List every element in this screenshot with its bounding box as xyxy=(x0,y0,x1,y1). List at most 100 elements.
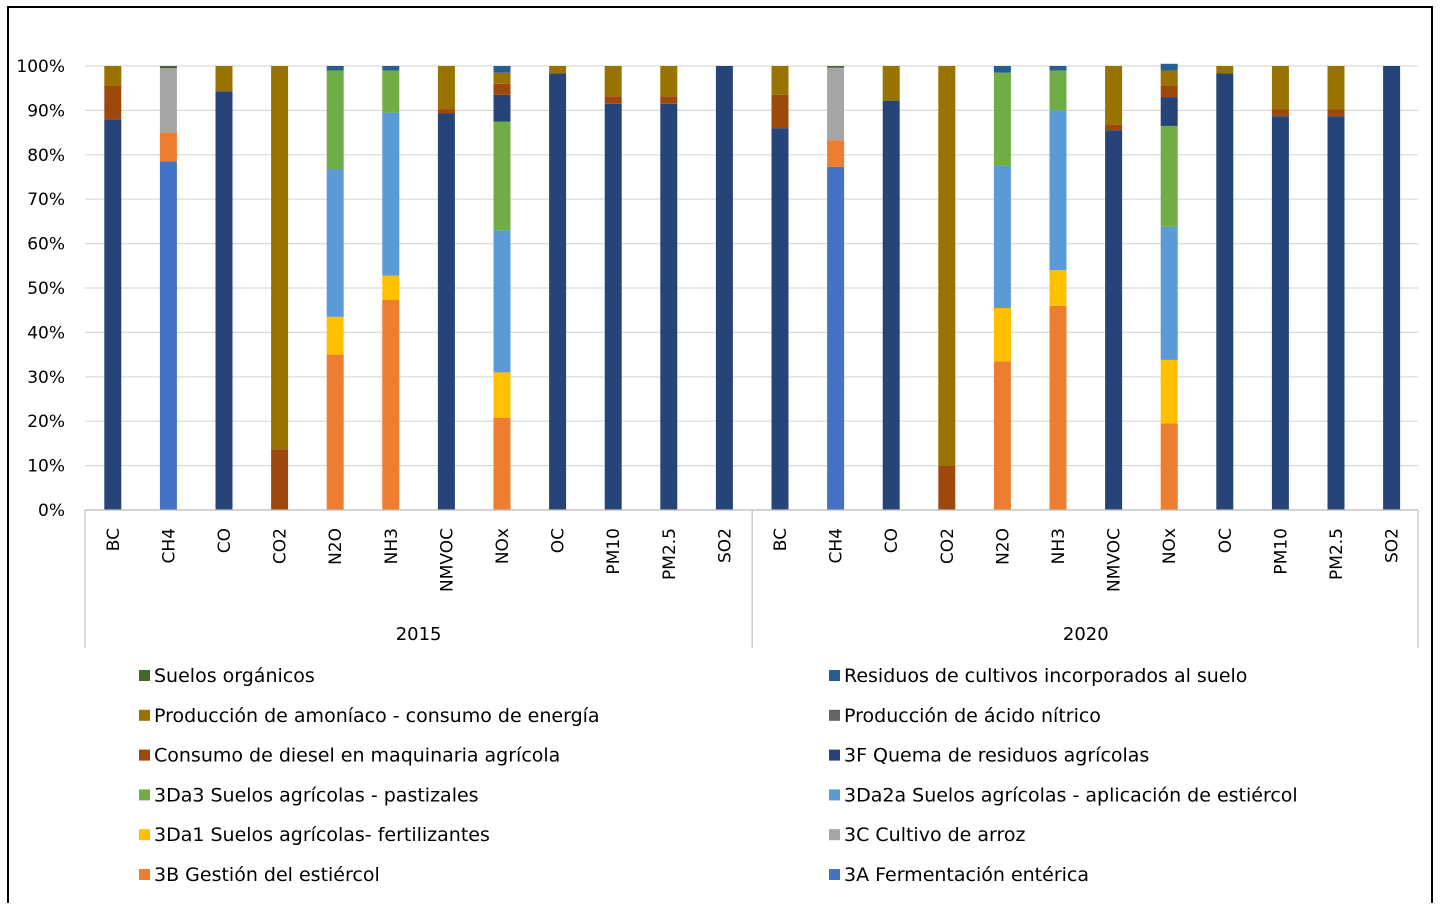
bar-segment-ch4-2020 xyxy=(827,66,845,68)
stacked-bar-chart: 0% 10% 20% 30% 40% 50% 60% 70% 80% 90% 100% BC CH4 CO… xyxy=(16,57,1419,886)
bar-segment-nox-2015 xyxy=(493,83,511,95)
x-category-label: PM2.5 xyxy=(1327,528,1347,580)
legend-label: 3Da3 Suelos agrícolas - pastizales xyxy=(154,784,479,806)
bar-segment-co2-2020 xyxy=(938,66,956,466)
legend-label: 3A Fermentación entérica xyxy=(844,864,1089,886)
x-category-label: NOx xyxy=(1160,528,1180,564)
x-category-label: CH4 xyxy=(827,528,847,563)
bar-segment-n2o-2015 xyxy=(326,354,344,510)
x-category-label: OC xyxy=(549,528,569,553)
legend-label: Producción de ácido nítrico xyxy=(844,705,1101,727)
x-category-label: NOx xyxy=(493,528,513,564)
legend-swatch xyxy=(829,869,840,880)
x-category-label: CO2 xyxy=(271,528,291,564)
bar-segment-nh3-2020 xyxy=(1049,270,1067,306)
bar-segment-bc-2015 xyxy=(104,85,122,120)
bar-segment-so2-2020 xyxy=(1383,66,1401,510)
legend-swatch xyxy=(139,869,150,880)
bar-segment-nmvoc-2020 xyxy=(1105,130,1123,510)
y-tick-label: 70% xyxy=(27,190,65,210)
bar-segment-nmvoc-2020 xyxy=(1105,124,1123,131)
bar-segment-nox-2020 xyxy=(1160,359,1178,424)
bar-segment-nox-2020 xyxy=(1160,226,1178,360)
bar-segment-n2o-2015 xyxy=(326,70,344,170)
bar-segment-nmvoc-2015 xyxy=(437,109,455,114)
bar-segment-pm25-2020 xyxy=(1327,109,1345,117)
bar-segment-oc-2015 xyxy=(549,73,567,510)
bar-segment-pm10-2020 xyxy=(1271,116,1289,510)
x-category-label: N2O xyxy=(326,528,346,565)
bar-segment-nox-2020 xyxy=(1160,97,1178,126)
x-category-label: NMVOC xyxy=(437,528,457,592)
legend-label: 3Da1 Suelos agrícolas- fertilizantes xyxy=(154,824,490,846)
bar-segment-n2o-2020 xyxy=(993,307,1011,362)
bar-segment-pm10-2020 xyxy=(1271,66,1289,110)
bar-segment-co2-2020 xyxy=(938,465,956,510)
legend-swatch xyxy=(829,749,840,761)
bar-segment-nox-2015 xyxy=(493,72,511,84)
legend-swatch xyxy=(139,789,150,801)
bar-segment-pm25-2015 xyxy=(660,96,678,104)
legend-label: 3C Cultivo de arroz xyxy=(844,824,1026,846)
bar-segment-nox-2015 xyxy=(493,66,511,73)
bar-segment-n2o-2020 xyxy=(993,361,1011,510)
x-category-label: N2O xyxy=(993,528,1013,565)
bar-segment-co-2015 xyxy=(215,91,233,511)
legend-swatch xyxy=(829,829,840,841)
bar-segment-nox-2020 xyxy=(1160,423,1178,510)
legend-label: 3F Quema de residuos agrícolas xyxy=(844,745,1149,767)
bar-segment-nh3-2020 xyxy=(1049,66,1067,71)
bar-segment-bc-2020 xyxy=(771,94,789,129)
bar-segment-nmvoc-2020 xyxy=(1105,66,1123,125)
legend-swatch xyxy=(829,709,840,721)
bar-segment-nh3-2020 xyxy=(1049,70,1067,111)
chart-frame: 0% 10% 20% 30% 40% 50% 60% 70% 80% 90% 100% BC CH4 CO… xyxy=(7,6,1433,903)
x-category-label: BC xyxy=(771,528,791,551)
bar-segment-pm25-2015 xyxy=(660,103,678,511)
bar-segment-co2-2015 xyxy=(271,449,289,510)
legend-label: 3B Gestión del estiércol xyxy=(154,864,380,886)
bar-segment-ch4-2015 xyxy=(159,161,177,510)
legend-label: 3Da2a Suelos agrícolas - aplicación de e… xyxy=(844,784,1298,806)
bar-segment-nmvoc-2015 xyxy=(437,66,455,110)
bar-segment-ch4-2015 xyxy=(159,66,177,69)
x-category-label: SO2 xyxy=(715,528,735,563)
bar-segment-co-2020 xyxy=(882,66,900,101)
legend-swatch xyxy=(139,670,150,681)
bar-segment-ch4-2020 xyxy=(827,67,845,141)
y-tick-label: 60% xyxy=(27,235,65,255)
bar-segment-n2o-2020 xyxy=(993,165,1011,308)
x-category-label: BC xyxy=(104,528,124,551)
bar-segment-oc-2015 xyxy=(549,66,567,74)
legend-swatch xyxy=(139,829,150,841)
bar-segment-co2-2015 xyxy=(271,66,289,450)
legend-swatch xyxy=(139,749,150,761)
x-category-label: CH4 xyxy=(159,528,179,563)
x-category-label: CO2 xyxy=(938,528,958,564)
bar-segment-nox-2015 xyxy=(493,417,511,510)
bar-segment-pm25-2020 xyxy=(1327,66,1345,110)
bar-segment-bc-2020 xyxy=(771,66,789,95)
bar-segment-nh3-2015 xyxy=(382,70,400,113)
bar-segment-oc-2020 xyxy=(1216,73,1234,510)
bar-segment-nmvoc-2015 xyxy=(437,113,455,511)
x-category-label: SO2 xyxy=(1383,528,1403,563)
bar-segment-co-2020 xyxy=(882,100,900,510)
x-group-label: 2020 xyxy=(1063,624,1109,645)
bar-segment-n2o-2015 xyxy=(326,316,344,355)
x-category-label: NH3 xyxy=(382,528,402,564)
legend-swatch xyxy=(829,670,840,681)
bar-segment-nh3-2015 xyxy=(382,66,400,71)
bar-segment-ch4-2020 xyxy=(827,140,845,167)
x-category-label: PM10 xyxy=(1271,528,1291,575)
bar-segment-pm10-2020 xyxy=(1271,109,1289,117)
y-tick-label: 80% xyxy=(27,146,65,166)
y-tick-label: 0% xyxy=(38,501,65,521)
bar-segment-nox-2015 xyxy=(493,372,511,418)
x-category-label: NMVOC xyxy=(1105,528,1125,592)
bar-segment-n2o-2020 xyxy=(993,72,1011,166)
legend-label: Suelos orgánicos xyxy=(154,665,315,687)
bar-segment-ch4-2020 xyxy=(827,166,845,510)
bar-segment-pm25-2015 xyxy=(660,66,678,97)
bar-segment-ch4-2015 xyxy=(159,68,177,133)
